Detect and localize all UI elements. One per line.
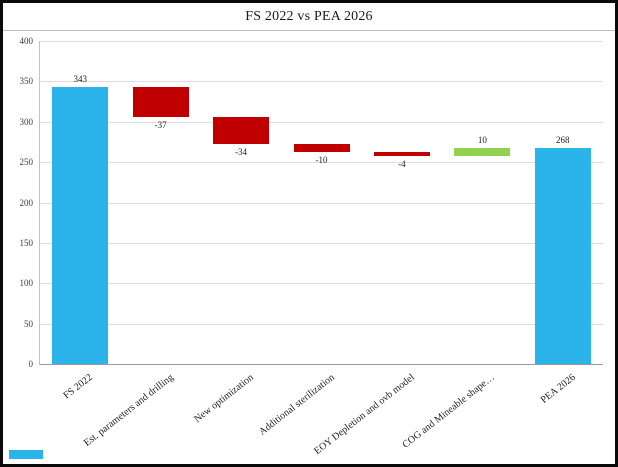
bar-eoy-depletion-and-ovb-model	[373, 152, 430, 156]
bar-value-label: -10	[315, 155, 328, 166]
bar-value-label: -34	[235, 147, 248, 158]
x-category-label: Additional sterilization	[256, 372, 337, 438]
corner-blue-mark	[9, 450, 43, 459]
bar-est-parameters-and-drilling	[132, 87, 189, 117]
chart-title-bar: FS 2022 vs PEA 2026	[3, 3, 615, 31]
gridline	[40, 41, 603, 42]
gridline	[40, 81, 603, 83]
bar-value-label: 343	[73, 74, 87, 85]
bar-pea-2026	[534, 147, 591, 364]
y-tick-label: 400	[19, 36, 34, 46]
bar-value-label: 10	[477, 134, 487, 145]
gridline	[40, 323, 603, 325]
bar-additional-sterilization	[293, 144, 350, 153]
bar-value-label: -4	[398, 158, 406, 169]
bar-fs-2022	[52, 87, 109, 364]
x-category-label: COG and Mineable shape…	[400, 372, 498, 451]
y-tick-label: 300	[19, 116, 34, 127]
y-tick-label: 50	[24, 318, 33, 329]
y-tick-label: 0	[28, 359, 34, 369]
gridline	[40, 242, 603, 244]
bar-cog-and-mineable-shape	[454, 147, 511, 156]
plot-area: 343 FS 2022 -37 Est. parameters and drillin…	[39, 41, 603, 457]
gridline	[40, 121, 603, 123]
x-category-label: FS 2022	[61, 372, 95, 402]
y-tick-label: 150	[19, 237, 34, 248]
gridline	[40, 162, 603, 164]
y-tick-label: 250	[19, 157, 34, 168]
gridline	[40, 283, 603, 285]
bar-new-optimization	[213, 116, 270, 145]
x-category-label: New optimization	[192, 372, 256, 425]
gridline	[40, 202, 603, 204]
bar-value-label: -37	[154, 119, 167, 130]
bar-value-label: 268	[556, 134, 570, 145]
y-tick-label: 100	[19, 278, 34, 289]
chart-title: FS 2022 vs PEA 2026	[245, 8, 373, 24]
x-category-label: Est. parameters and drilling	[81, 372, 176, 449]
x-category-label: PEA 2026	[538, 372, 578, 406]
y-tick-label: 200	[19, 197, 34, 208]
y-tick-label: 350	[19, 76, 34, 87]
